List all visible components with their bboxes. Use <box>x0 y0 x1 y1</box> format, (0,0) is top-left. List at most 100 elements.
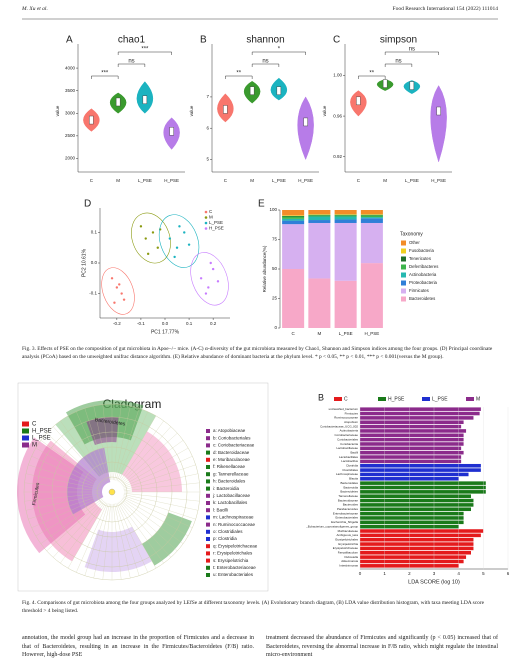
node-label: h: Bacteroidales <box>213 479 246 484</box>
tree-branch <box>53 426 105 484</box>
bar-segment <box>360 263 383 328</box>
point <box>151 231 155 234</box>
lda-bar <box>360 411 480 416</box>
y-tick-label: 100 <box>269 207 277 212</box>
legend-swatch <box>22 435 29 441</box>
node-label: a: Atopobiaceae <box>213 428 246 433</box>
taxon-label: Coriobacteriia <box>340 442 358 446</box>
point <box>216 280 220 283</box>
legend-swatch <box>401 256 406 262</box>
legend-swatch <box>401 240 406 246</box>
taxon-label: Enterobacteriales <box>336 516 359 520</box>
panel-label: D <box>84 199 91 210</box>
tree-branch <box>28 464 101 489</box>
bar-segment <box>334 216 357 220</box>
significance-bracket <box>225 75 253 79</box>
bar-segment <box>334 222 357 281</box>
node-swatch <box>206 450 210 455</box>
lda-bar <box>360 472 469 477</box>
median-box <box>115 97 121 107</box>
node-swatch <box>206 515 210 520</box>
bar-segment <box>308 278 331 328</box>
taxon-label: Bacteroidetes <box>340 490 358 494</box>
median-box <box>356 96 361 106</box>
legend-label: M <box>32 443 37 449</box>
point <box>187 243 191 246</box>
confidence-ellipse <box>158 214 200 268</box>
significance-label: ** <box>236 71 241 77</box>
legend-swatch <box>401 248 406 254</box>
legend-label: Tenericutes <box>409 256 431 261</box>
node-label: o: Clostridiales <box>213 529 243 534</box>
tree-branch <box>121 498 184 544</box>
significance-label: *** <box>101 71 109 77</box>
legend-label: L_PSE <box>432 396 448 402</box>
lda-bar <box>360 416 474 420</box>
median-box <box>436 106 441 116</box>
node-label: u: Enterobacteriales <box>213 572 254 577</box>
lda-bar <box>360 511 464 516</box>
panel-label: B <box>200 35 207 46</box>
legend-swatch <box>204 216 208 219</box>
tree-branch <box>116 502 148 573</box>
tree-branch <box>28 495 101 520</box>
taxon-label: Erysipelotrichales <box>335 537 358 541</box>
tree-branch <box>60 501 106 564</box>
tree-branch <box>123 495 196 520</box>
legend-label: Other <box>409 240 420 245</box>
significance-bracket <box>117 51 172 55</box>
taxon-label: Bacteroides <box>343 503 359 507</box>
clade-sector <box>122 431 182 492</box>
legend-label: H_PSE <box>209 226 224 231</box>
lda-bar <box>360 520 464 525</box>
confidence-ellipse <box>190 252 229 306</box>
node-swatch <box>206 544 210 549</box>
y-tick-label: 0.92 <box>333 154 342 159</box>
node-swatch <box>206 472 210 477</box>
significance-bracket <box>251 63 280 67</box>
node-swatch <box>206 558 210 563</box>
lda-bar <box>360 446 462 451</box>
x-tick-label: M <box>318 331 322 336</box>
x-tick-label: C <box>224 178 228 183</box>
taxon-label: Coriobacteriales <box>337 437 358 441</box>
bar-segment <box>334 210 357 215</box>
significance-label: ** <box>369 71 374 77</box>
lda-bar <box>360 450 464 455</box>
taxon-label: Parabacteroides <box>337 507 359 511</box>
lda-bar <box>360 559 464 564</box>
y-tick-label: -0.1 <box>89 291 97 296</box>
legend-swatch <box>422 397 430 401</box>
bar-segment <box>282 218 305 221</box>
point <box>175 246 179 249</box>
taxon-label: Blautia <box>349 477 358 481</box>
lda-bar <box>360 494 471 498</box>
bar-segment <box>308 222 331 279</box>
tree-branch <box>114 503 131 579</box>
tree-branch <box>120 433 178 485</box>
lda-bar <box>360 507 471 512</box>
bar-segment <box>360 218 383 223</box>
tree-branch <box>119 426 171 484</box>
node-swatch <box>206 457 210 462</box>
lda-bar <box>360 529 484 533</box>
x-tick-label: 3 <box>433 571 436 576</box>
x-tick-label: H_PSE <box>164 178 179 183</box>
taxon-label: Enterobacteriaceae <box>333 511 358 515</box>
bar-segment <box>282 269 305 328</box>
taxon-label: Intestinimonas <box>339 564 358 568</box>
legend-label: Deferribacteres <box>409 264 438 269</box>
legend-label: M <box>209 215 213 220</box>
point <box>120 292 123 295</box>
significance-bracket <box>91 75 119 79</box>
tree-branch <box>116 411 148 482</box>
lda-bar <box>360 550 471 555</box>
tree-branch <box>40 440 103 486</box>
lda-bar <box>360 546 474 551</box>
x-axis-label: LDA SCORE (log 10) <box>408 579 460 585</box>
median-box <box>303 117 308 127</box>
node-swatch <box>206 443 210 448</box>
lda-bar <box>360 455 462 459</box>
